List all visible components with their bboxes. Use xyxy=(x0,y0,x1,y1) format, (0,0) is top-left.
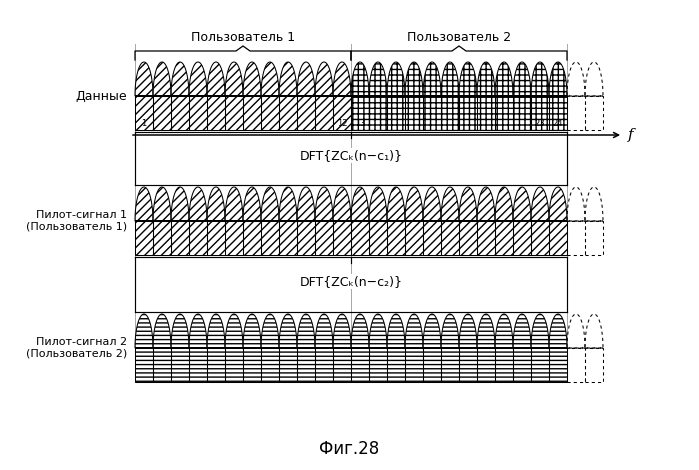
Text: Данные: Данные xyxy=(75,89,127,102)
Text: 23: 23 xyxy=(535,119,545,128)
Text: Пилот-сигнал 1
(Пользователь 1): Пилот-сигнал 1 (Пользователь 1) xyxy=(26,210,127,232)
Text: 24: 24 xyxy=(553,119,563,128)
Text: Фиг.28: Фиг.28 xyxy=(319,440,379,458)
Text: 13: 13 xyxy=(354,119,366,128)
Text: f: f xyxy=(628,128,633,142)
Text: Пользователь 2: Пользователь 2 xyxy=(407,31,511,44)
Text: Пилот-сигнал 2
(Пользователь 2): Пилот-сигнал 2 (Пользователь 2) xyxy=(26,337,127,359)
Text: Пользователь 1: Пользователь 1 xyxy=(191,31,295,44)
Text: 12: 12 xyxy=(337,119,347,128)
Text: DFT{ZCₖ(n−c₂)}: DFT{ZCₖ(n−c₂)} xyxy=(299,275,403,288)
Text: DFT{ZCₖ(n−c₁)}: DFT{ZCₖ(n−c₁)} xyxy=(299,149,403,162)
Text: 1: 1 xyxy=(141,119,147,128)
